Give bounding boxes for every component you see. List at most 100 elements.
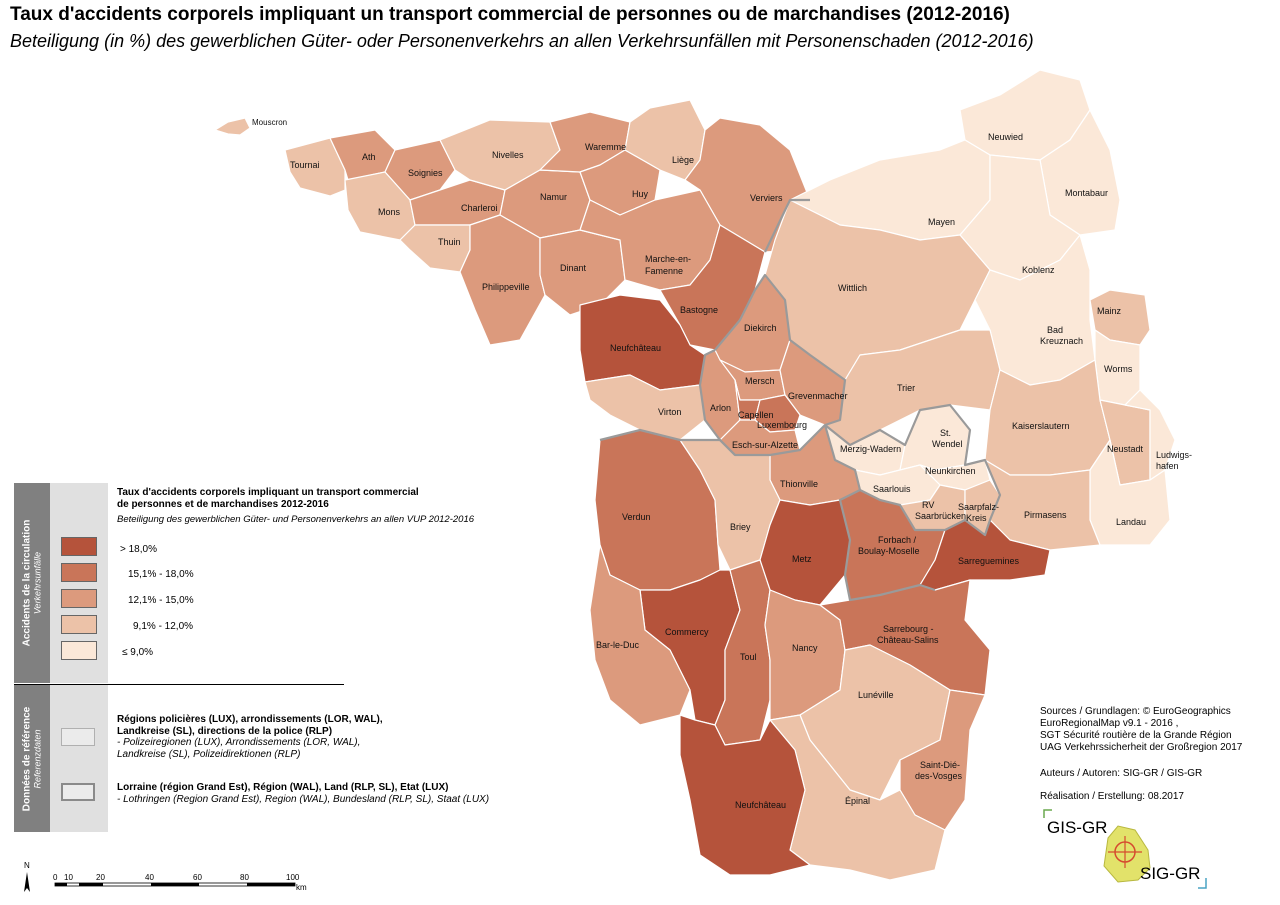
- label-charleroi: Charleroi: [461, 203, 498, 213]
- label-ludwigshafen-2: hafen: [1156, 461, 1179, 471]
- scale-tick-0: 0: [53, 873, 58, 882]
- label-verviers: Verviers: [750, 193, 783, 203]
- region-mouscron: [214, 117, 251, 136]
- north-arrow-label: N: [24, 861, 30, 870]
- sources-line1: Sources / Grundlagen: © EuroGeographics: [1040, 706, 1231, 717]
- legend-ref-panel: [50, 685, 108, 832]
- label-mersch: Mersch: [745, 376, 775, 386]
- label-epinal: Épinal: [845, 796, 870, 806]
- legend-ref2-fr: Lorraine (région Grand Est), Région (WAL…: [117, 782, 449, 793]
- region-luneville: [799, 644, 951, 801]
- label-toul: Toul: [740, 652, 757, 662]
- label-sarreguemines: Sarreguemines: [958, 556, 1020, 566]
- label-mainz: Mainz: [1097, 306, 1122, 316]
- label-forbach-1: Forbach /: [878, 535, 917, 545]
- label-luxembourg: Luxembourg: [757, 420, 807, 430]
- label-trier: Trier: [897, 383, 915, 393]
- gis-gr-logo: [1043, 809, 1207, 889]
- legend-side-reference: Données de référence Referenzdaten: [14, 685, 50, 832]
- label-saint-die-2: des-Vosges: [915, 771, 963, 781]
- label-rv-1: RV: [922, 500, 934, 510]
- legend-class-1: > 18,0%: [120, 544, 157, 555]
- label-wittlich: Wittlich: [838, 283, 867, 293]
- label-neuwied: Neuwied: [988, 132, 1023, 142]
- label-ludwigshafen-1: Ludwigs-: [1156, 450, 1192, 460]
- label-bastogne: Bastogne: [680, 305, 718, 315]
- legend-subtitle: Beteiligung des gewerblichen Güter- und …: [117, 514, 475, 525]
- label-bad-kreuznach-1: Bad: [1047, 325, 1063, 335]
- label-forbach-2: Boulay-Moselle: [858, 546, 920, 556]
- border-wallonia-rlp: [764, 198, 810, 253]
- map-title: Taux d'accidents corporels impliquant un…: [10, 4, 1010, 25]
- label-montabaur: Montabaur: [1065, 188, 1108, 198]
- legend-swatch-c5: [61, 537, 97, 556]
- label-saarlouis: Saarlouis: [873, 484, 911, 494]
- label-sarrebourg-1: Sarrebourg -: [883, 624, 934, 634]
- scale-tick-60: 60: [193, 873, 202, 882]
- legend-ref1-fr-2: Landkreise (SL), directions de la police…: [117, 725, 333, 737]
- scale-tick-100: 100: [286, 873, 300, 882]
- authors: Auteurs / Autoren: SIG-GR / GIS-GR: [1040, 768, 1203, 779]
- label-capellen: Capellen: [738, 410, 774, 420]
- label-mayen: Mayen: [928, 217, 955, 227]
- label-grevenmacher: Grevenmacher: [788, 391, 848, 401]
- label-mons: Mons: [378, 207, 401, 217]
- label-neufchateau-be: Neufchâteau: [610, 343, 661, 353]
- scale-bar: N 0 10 20 40 60 80 100 km: [24, 861, 307, 892]
- label-st-wendel-1: St.: [940, 428, 951, 438]
- realisation-date: Réalisation / Erstellung: 08.2017: [1040, 791, 1184, 802]
- sources-line4: UAG Verkehrssicherheit der Großregion 20…: [1040, 742, 1243, 753]
- label-soignies: Soignies: [408, 168, 443, 178]
- label-rv-2: Saarbrücken: [915, 511, 966, 521]
- legend-ref1-de-2: Landkreise (SL), Polizeidirektionen (RLP…: [117, 748, 301, 760]
- map-subtitle: Beteiligung (in %) des gewerblichen Güte…: [10, 31, 1034, 51]
- label-saarpfalz-2: Kreis: [966, 513, 987, 523]
- label-koblenz: Koblenz: [1022, 265, 1055, 275]
- regional-borders: [599, 198, 1002, 602]
- label-neunkirchen: Neunkirchen: [925, 466, 976, 476]
- north-arrow-icon: [24, 872, 30, 892]
- legend-class-2: 15,1% - 18,0%: [128, 569, 194, 580]
- region-philippeville: [459, 214, 546, 346]
- legend-class-3: 12,1% - 15,0%: [128, 595, 194, 606]
- label-esch: Esch-sur-Alzette: [732, 440, 798, 450]
- scale-tick-20: 20: [96, 873, 105, 882]
- region-bar-le-duc: [589, 544, 691, 726]
- region-virton: [584, 374, 706, 441]
- label-worms: Worms: [1104, 364, 1133, 374]
- label-luneville: Lunéville: [858, 690, 894, 700]
- border-saarland: [823, 403, 1002, 537]
- legend-swatch-c3: [61, 589, 97, 608]
- label-bar-le-duc: Bar-le-Duc: [596, 640, 640, 650]
- region-neufchateau-fr: [679, 714, 811, 876]
- label-pirmasens: Pirmasens: [1024, 510, 1067, 520]
- legend-side-title-de: Verkehrsunfälle: [32, 551, 43, 615]
- legend-ref1: Régions policières (LUX), arrondissement…: [117, 714, 383, 760]
- legend-side-accidents: Accidents de la circulation Verkehrsunfäl…: [14, 483, 50, 683]
- label-neustadt: Neustadt: [1107, 444, 1144, 454]
- legend-title-line2: de personnes et de marchandises 2012-201…: [117, 499, 329, 510]
- label-saint-die-1: Saint-Dié-: [920, 760, 960, 770]
- legend-ref1-de-1: - Polizeiregionen (LUX), Arrondissements…: [117, 737, 361, 748]
- legend-swatch-c2: [61, 615, 97, 634]
- legend-swatch-c4: [61, 563, 97, 582]
- sources-line2: EuroRegionalMap v9.1 - 2016 ,: [1040, 718, 1179, 729]
- label-marche-1: Marche-en-: [645, 254, 691, 264]
- legend-class-4: 9,1% - 12,0%: [133, 621, 194, 632]
- label-briey: Briey: [730, 522, 751, 532]
- legend-ref2-de: - Lothringen (Region Grand Est), Region …: [117, 793, 490, 805]
- legend-swatch-c1: [61, 641, 97, 660]
- scale-unit: km: [296, 883, 307, 892]
- scale-tick-80: 80: [240, 873, 249, 882]
- label-commercy: Commercy: [665, 627, 709, 637]
- border-luxembourg: [698, 273, 847, 457]
- label-virton: Virton: [658, 407, 681, 417]
- label-nivelles: Nivelles: [492, 150, 524, 160]
- legend-title: Taux d'accidents corporels impliquant un…: [117, 487, 419, 511]
- scale-tick-10: 10: [64, 873, 73, 882]
- label-arlon: Arlon: [710, 403, 731, 413]
- logo-gis-gr: GIS-GR: [1047, 818, 1108, 837]
- region-metz: [759, 499, 851, 606]
- label-thionville: Thionville: [780, 479, 818, 489]
- label-huy: Huy: [632, 189, 649, 199]
